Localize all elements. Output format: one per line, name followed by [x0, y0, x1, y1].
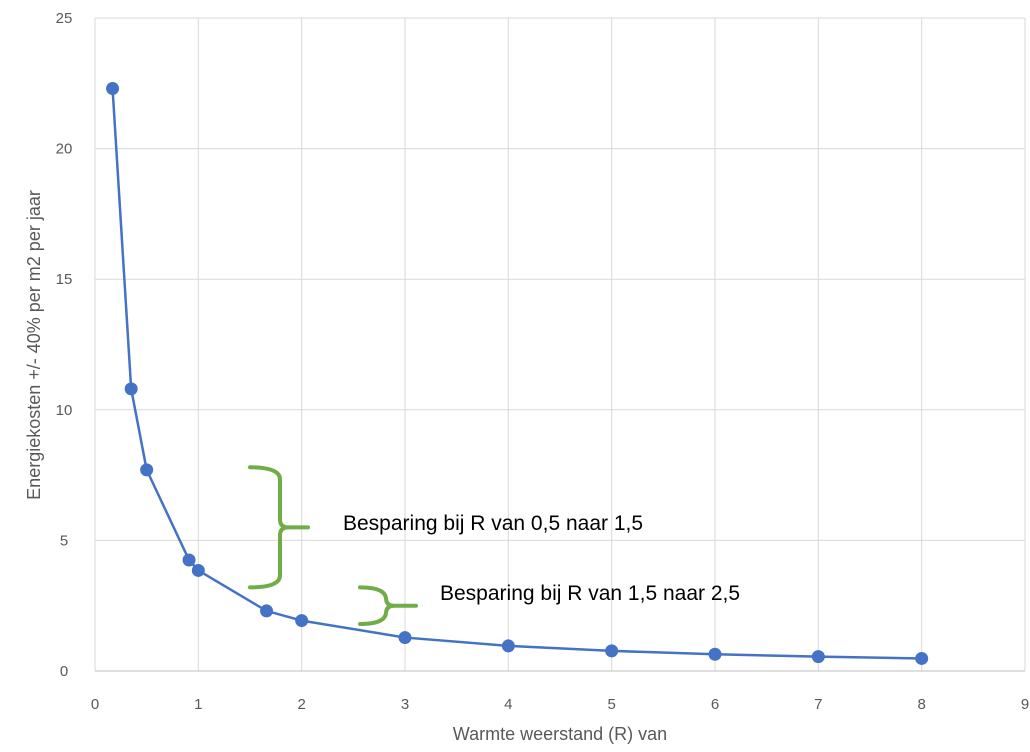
- data-point: [708, 647, 722, 661]
- series-line: [111, 88, 922, 660]
- data-point: [915, 651, 929, 665]
- data-point: [106, 82, 120, 96]
- y-tick-labels: 0 5 10 15 20 25: [56, 10, 73, 680]
- data-point: [124, 382, 138, 396]
- x-tick-label: 9: [1021, 696, 1029, 713]
- annotation-label: Besparing bij R van 1,5 naar 2,5: [440, 582, 740, 605]
- x-tick-label: 0: [91, 696, 99, 713]
- series-layer: [106, 82, 929, 665]
- y-tick-label: 0: [60, 663, 68, 680]
- annotation-label: Besparing bij R van 0,5 naar 1,5: [343, 512, 643, 535]
- x-tick-label: 6: [711, 696, 719, 713]
- x-tick-label: 1: [194, 696, 202, 713]
- annotations: Besparing bij R van 0,5 naar 1,5 Besparin…: [248, 465, 740, 626]
- data-point: [605, 644, 619, 658]
- annotation-bracket: [248, 465, 310, 590]
- data-point: [191, 563, 205, 577]
- x-tick-label: 5: [607, 696, 615, 713]
- annotation-bracket: [358, 585, 418, 626]
- data-point: [811, 650, 825, 664]
- x-tick-labels: 0 1 2 3 4 5 6 7 8 9: [91, 696, 1029, 713]
- data-point: [260, 604, 274, 618]
- y-tick-label: 20: [56, 141, 73, 158]
- x-tick-label: 8: [917, 696, 925, 713]
- data-point: [398, 631, 412, 645]
- x-tick-label: 3: [401, 696, 409, 713]
- y-tick-label: 15: [56, 271, 73, 288]
- x-tick-label: 7: [814, 696, 822, 713]
- x-tick-label: 2: [297, 696, 305, 713]
- grid: [94, 17, 1026, 672]
- x-axis-title: Warmte weerstand (R) van: [453, 724, 667, 744]
- data-point: [295, 614, 309, 628]
- data-point: [140, 463, 154, 477]
- y-axis-title: Energiekosten +/- 40% per m2 per jaar: [24, 190, 44, 500]
- data-point: [182, 553, 196, 567]
- y-tick-label: 5: [60, 532, 68, 549]
- data-point: [501, 639, 515, 653]
- y-tick-label: 25: [56, 10, 73, 27]
- x-tick-label: 4: [504, 696, 512, 713]
- y-tick-label: 10: [56, 402, 73, 419]
